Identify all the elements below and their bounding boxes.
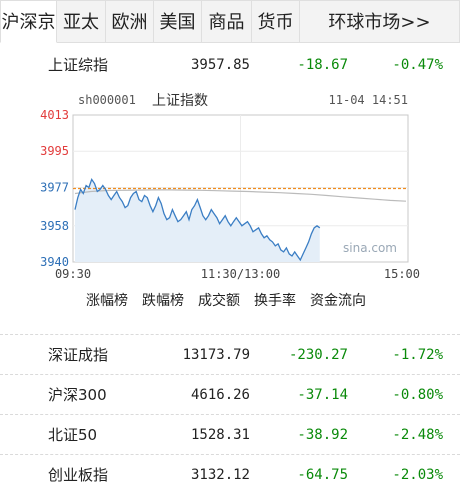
index-change: -18.67 — [297, 57, 348, 73]
tab-usa[interactable]: 美国 — [154, 0, 202, 43]
index-change: -37.14 — [297, 387, 348, 403]
chart-title: 上证指数 — [152, 93, 208, 109]
index-price: 3957.85 — [190, 57, 250, 73]
y-tick-label: 3958 — [40, 219, 69, 233]
link-turnover-value[interactable]: 成交额 — [198, 293, 240, 309]
index-name: 北证50 — [48, 426, 98, 444]
index-percent: -2.48% — [392, 427, 443, 443]
index-name: 沪深300 — [48, 386, 107, 404]
divider — [0, 414, 460, 415]
x-tick-label: 09:30 — [55, 267, 91, 281]
tab-currency[interactable]: 货币 — [252, 0, 300, 43]
x-tick-label: 15:00 — [384, 267, 420, 281]
index-change: -64.75 — [297, 467, 348, 483]
chart-datetime: 11-04 14:51 — [329, 93, 408, 107]
y-tick-label: 3995 — [40, 144, 69, 158]
rank-links: 涨幅榜 跌幅榜 成交额 换手率 资金流向 — [86, 290, 366, 316]
index-percent: -0.80% — [392, 387, 443, 403]
index-percent: -2.03% — [392, 467, 443, 483]
index-row[interactable]: 沪深300 4616.26 -37.14 -0.80% — [0, 376, 460, 414]
x-tick-label: 11:30/13:00 — [201, 267, 280, 281]
index-name: 深证成指 — [48, 346, 109, 364]
index-row[interactable]: 北证50 1528.31 -38.92 -2.48% — [0, 416, 460, 454]
chart-plot — [73, 177, 408, 262]
intraday-chart[interactable]: sh000001 上证指数 11-04 14:51 4013 3995 3977 39… — [0, 88, 460, 283]
tab-commodities[interactable]: 商品 — [202, 0, 252, 43]
chart-code-label: sh000001 — [78, 93, 136, 107]
index-price: 13173.79 — [182, 347, 250, 363]
chart-watermark: sina.com — [343, 241, 397, 255]
divider — [0, 334, 460, 335]
tab-hushenjing[interactable]: 沪深京 — [0, 0, 57, 43]
index-change: -38.92 — [297, 427, 348, 443]
tab-asia-pacific[interactable]: 亚太 — [57, 0, 106, 43]
index-name: 上证综指 — [48, 56, 109, 74]
link-gainers[interactable]: 涨幅榜 — [86, 293, 128, 309]
index-percent: -0.47% — [392, 57, 443, 73]
chart-x-axis: 09:30 11:30/13:00 15:00 — [55, 267, 420, 281]
y-tick-label: 4013 — [40, 108, 69, 122]
divider — [0, 374, 460, 375]
link-capital-flow[interactable]: 资金流向 — [310, 293, 366, 309]
index-price: 3132.12 — [190, 467, 250, 483]
price-area — [75, 179, 320, 262]
market-tabs: 沪深京 亚太 欧洲 美国 商品 货币 环球市场>> — [0, 0, 460, 44]
average-line — [74, 189, 407, 202]
index-name: 创业板指 — [48, 466, 109, 484]
index-price: 4616.26 — [190, 387, 250, 403]
tab-global-markets[interactable]: 环球市场>> — [300, 0, 460, 43]
index-row-main[interactable]: 上证综指 3957.85 -18.67 -0.47% — [0, 46, 460, 84]
link-turnover-rate[interactable]: 换手率 — [254, 293, 296, 309]
price-line — [74, 177, 321, 262]
link-losers[interactable]: 跌幅榜 — [142, 293, 184, 309]
index-row[interactable]: 创业板指 3132.12 -64.75 -2.03% — [0, 456, 460, 494]
index-percent: -1.72% — [392, 347, 443, 363]
index-row[interactable]: 深证成指 13173.79 -230.27 -1.72% — [0, 336, 460, 374]
tab-europe[interactable]: 欧洲 — [106, 0, 154, 43]
index-change: -230.27 — [288, 347, 348, 363]
index-price: 1528.31 — [190, 427, 250, 443]
chart-y-axis: 4013 3995 3977 3958 3940 — [40, 108, 69, 269]
divider — [0, 454, 460, 455]
y-tick-label: 3977 — [40, 180, 69, 194]
y-tick-label: 3940 — [40, 255, 69, 269]
